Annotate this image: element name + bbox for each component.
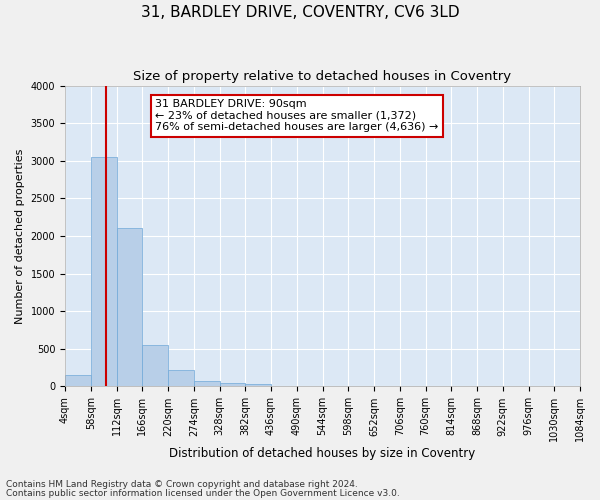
Text: 31 BARDLEY DRIVE: 90sqm
← 23% of detached houses are smaller (1,372)
76% of semi: 31 BARDLEY DRIVE: 90sqm ← 23% of detache… [155,99,439,132]
Bar [65,375,91,386]
X-axis label: Distribution of detached houses by size in Coventry: Distribution of detached houses by size … [169,447,476,460]
Text: Contains HM Land Registry data © Crown copyright and database right 2024.: Contains HM Land Registry data © Crown c… [6,480,358,489]
Bar [245,384,271,386]
Y-axis label: Number of detached properties: Number of detached properties [15,148,25,324]
Bar [116,228,142,386]
Bar [91,157,116,386]
Title: Size of property relative to detached houses in Coventry: Size of property relative to detached ho… [133,70,512,83]
Text: Contains public sector information licensed under the Open Government Licence v3: Contains public sector information licen… [6,488,400,498]
Bar [168,370,194,386]
Bar [194,381,220,386]
Bar [142,345,168,387]
Text: 31, BARDLEY DRIVE, COVENTRY, CV6 3LD: 31, BARDLEY DRIVE, COVENTRY, CV6 3LD [140,5,460,20]
Bar [220,384,245,386]
